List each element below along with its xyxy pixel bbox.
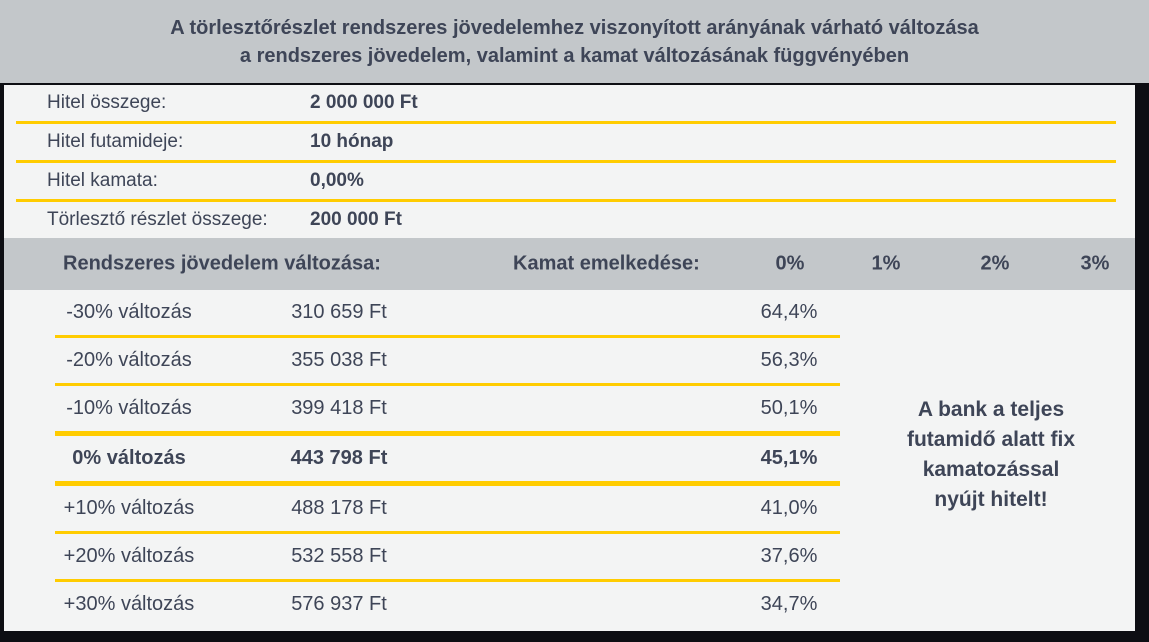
ratio-0pct-cell: 56,3% [760, 349, 818, 371]
fixed-rate-note-line: futamidő alatt fix [906, 428, 1075, 451]
loan-rate-label: Hitel kamata: [47, 170, 158, 191]
ratio-0pct-cell: 37,6% [760, 545, 818, 567]
table-header-row: Rendszeres jövedelem változása: Kamat em… [4, 238, 1135, 290]
income-change-cell: +20% változás [63, 545, 195, 567]
yellow-divider [16, 199, 1116, 202]
ratio-0pct-cell: 34,7% [760, 593, 818, 615]
loan-detail-row-amount: Hitel összege: 2 000 000 Ft [4, 85, 1135, 121]
ratio-table-body: -30% változás 310 659 Ft 64,4% -20% vált… [4, 290, 1135, 631]
income-amount-cell: 576 937 Ft [291, 593, 387, 615]
loan-detail-row-rate: Hitel kamata: 0,00% [4, 163, 1135, 199]
table-row: -10% változás 399 418 Ft 50,1% [4, 386, 1135, 431]
table-row: +20% változás 532 558 Ft 37,6% [4, 534, 1135, 579]
yellow-divider [55, 431, 840, 436]
yellow-divider [16, 160, 1116, 163]
fixed-rate-note-line: nyújt hitelt! [934, 488, 1048, 511]
loan-details-section: Hitel összege: 2 000 000 Ft Hitel futami… [4, 85, 1135, 238]
table-row: -30% változás 310 659 Ft 64,4% [4, 290, 1135, 335]
rate-column-header-2pct: 2% [980, 252, 1010, 275]
rate-column-header-0pct: 0% [775, 252, 805, 275]
installment-label: Törlesztő részlet összege: [47, 209, 268, 230]
title-bar: A törlesztőrészlet rendszeres jövedelemh… [0, 0, 1149, 83]
ratio-0pct-cell: 45,1% [760, 447, 818, 469]
ratio-0pct-cell: 64,4% [760, 301, 818, 323]
table-row: +30% változás 576 937 Ft 34,7% [4, 582, 1135, 627]
yellow-divider [55, 579, 840, 582]
income-amount-cell: 443 798 Ft [290, 447, 388, 469]
table-row-baseline: 0% változás 443 798 Ft 45,1% [4, 436, 1135, 481]
income-amount-cell: 355 038 Ft [291, 349, 387, 371]
page-title-line-2: a rendszeres jövedelem, valamint a kamat… [239, 45, 910, 67]
table-row: +10% változás 488 178 Ft 41,0% [4, 486, 1135, 531]
income-change-cell: 0% változás [72, 447, 186, 469]
fixed-rate-note: A bank a teljes futamidő alatt fix kamat… [856, 395, 1126, 515]
income-change-cell: -10% változás [66, 397, 192, 419]
yellow-divider [55, 531, 840, 534]
income-change-cell: -20% változás [66, 349, 192, 371]
yellow-divider [16, 121, 1116, 124]
rate-increase-column-header: Kamat emelkedése: [513, 252, 700, 275]
fixed-rate-note-line: A bank a teljes [917, 398, 1065, 421]
ratio-0pct-cell: 50,1% [760, 397, 818, 419]
loan-amount-value: 2 000 000 Ft [310, 92, 418, 113]
income-amount-cell: 488 178 Ft [291, 497, 387, 519]
loan-term-label: Hitel futamideje: [47, 131, 184, 152]
loan-term-value: 10 hónap [310, 131, 394, 152]
income-change-cell: +30% változás [63, 593, 195, 615]
yellow-divider [55, 335, 840, 338]
rate-column-header-1pct: 1% [871, 252, 901, 275]
table-row: -20% változás 355 038 Ft 56,3% [4, 338, 1135, 383]
ratio-0pct-cell: 41,0% [760, 497, 818, 519]
installment-value: 200 000 Ft [310, 209, 402, 230]
loan-amount-label: Hitel összege: [47, 92, 167, 113]
income-amount-cell: 532 558 Ft [291, 545, 387, 567]
yellow-divider [55, 481, 840, 486]
income-amount-cell: 310 659 Ft [291, 301, 387, 323]
income-change-column-header: Rendszeres jövedelem változása: [63, 252, 381, 275]
loan-detail-row-term: Hitel futamideje: 10 hónap [4, 124, 1135, 160]
yellow-divider [55, 383, 840, 386]
loan-rate-value: 0,00% [310, 170, 364, 191]
content-panel: Hitel összege: 2 000 000 Ft Hitel futami… [4, 85, 1135, 631]
loan-detail-row-installment: Törlesztő részlet összege: 200 000 Ft [4, 202, 1135, 238]
fixed-rate-note-line: kamatozással [922, 458, 1060, 481]
page-title-line-1: A törlesztőrészlet rendszeres jövedelemh… [170, 17, 979, 39]
income-amount-cell: 399 418 Ft [291, 397, 387, 419]
income-change-cell: -30% változás [66, 301, 192, 323]
income-change-cell: +10% változás [63, 497, 195, 519]
rate-column-header-3pct: 3% [1080, 252, 1110, 275]
